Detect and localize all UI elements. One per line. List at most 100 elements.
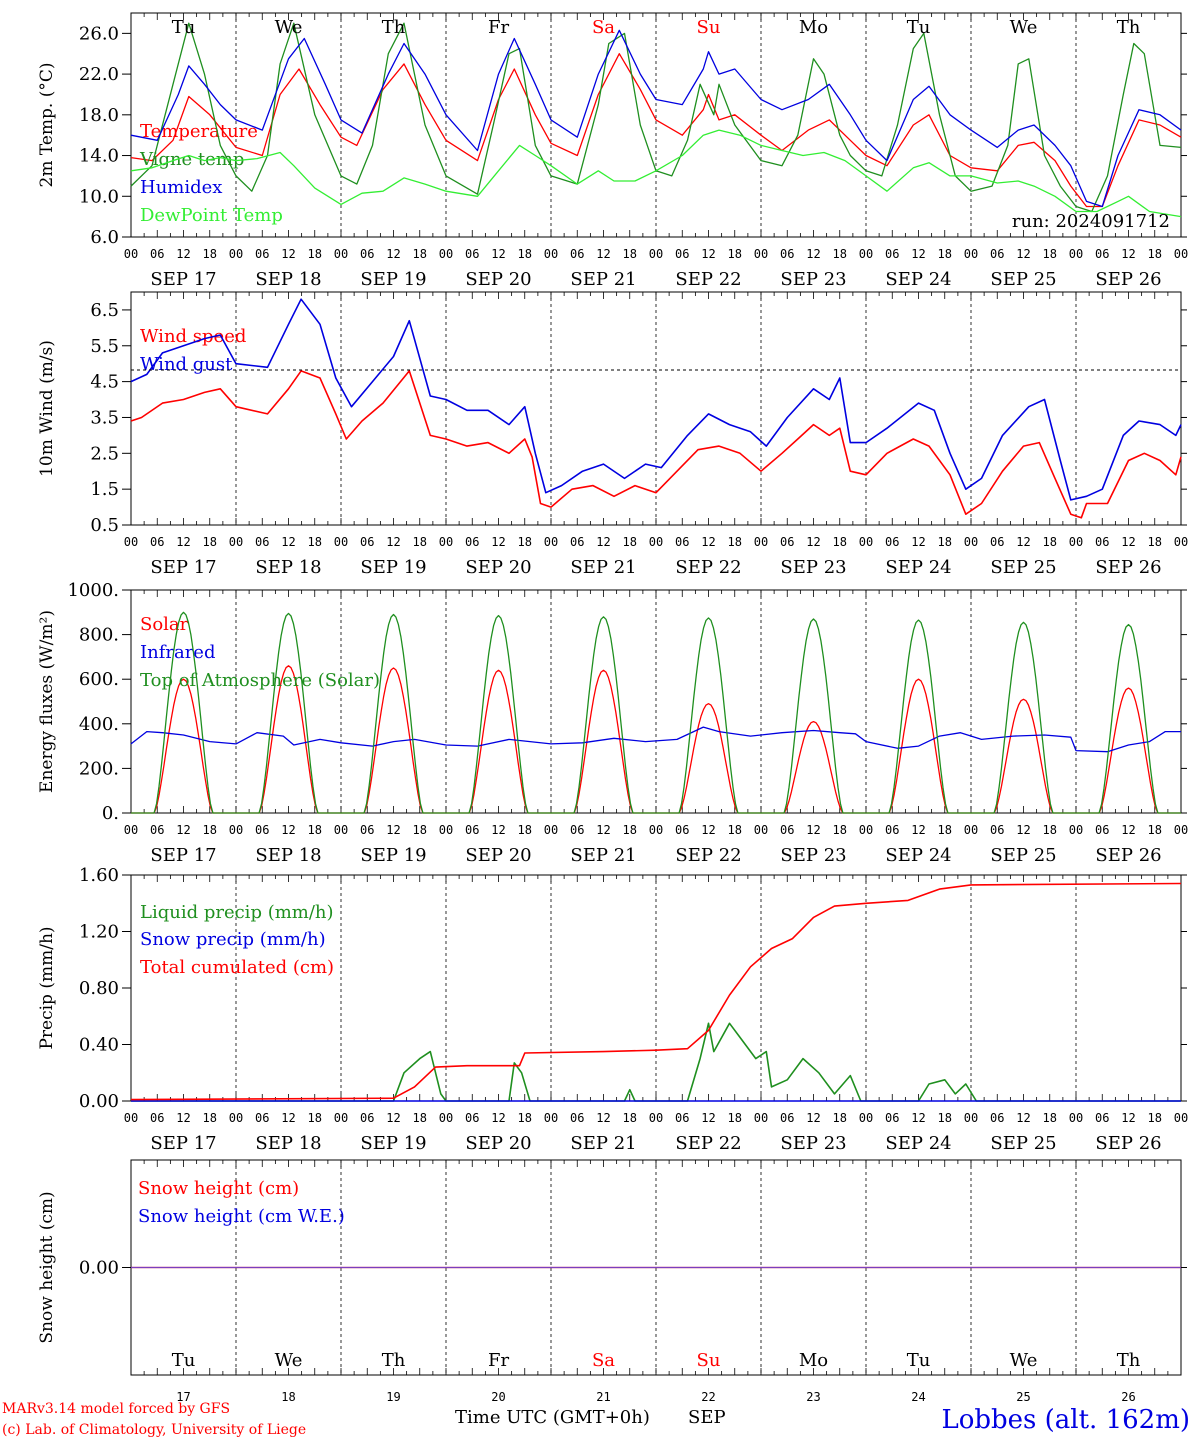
date-label: SEP 25 — [990, 269, 1056, 290]
hour-tick-label: 06 — [1095, 1111, 1109, 1125]
hour-tick-label: 18 — [623, 247, 637, 261]
hour-tick-label: 06 — [465, 535, 479, 549]
hour-tick-label: 12 — [911, 247, 925, 261]
hour-tick-label: 00 — [1069, 823, 1083, 837]
panel-1: 6.0 10.0 14.0 18.0 22.0 26.0 2m Temp. (°C) 00 06… — [37, 12, 1188, 290]
hour-tick-label: 12 — [701, 247, 715, 261]
hour-tick-label: 18 — [518, 247, 532, 261]
hour-tick-label: 12 — [281, 823, 295, 837]
weekday-label: Th — [382, 17, 406, 38]
date-label: SEP 23 — [780, 1133, 846, 1154]
y-tick-label: 1.5 — [90, 479, 119, 500]
hour-tick-label: 12 — [701, 823, 715, 837]
hour-tick-label: 00 — [1069, 1111, 1083, 1125]
hour-tick-label: 06 — [1095, 247, 1109, 261]
hour-tick-label: 00 — [754, 247, 768, 261]
day-number-label: 18 — [281, 1390, 295, 1404]
day-number-label: 20 — [491, 1390, 505, 1404]
hour-tick-label: 12 — [1016, 1111, 1030, 1125]
weekday-label: Mo — [799, 17, 828, 38]
hour-tick-label: 12 — [281, 535, 295, 549]
date-label: SEP 26 — [1095, 845, 1161, 866]
hour-tick-label: 06 — [675, 247, 689, 261]
weekday-label: Fr — [488, 17, 509, 38]
hour-tick-label: 12 — [701, 535, 715, 549]
hour-tick-label: 00 — [334, 1111, 348, 1125]
date-label: SEP 21 — [570, 557, 636, 578]
hour-tick-label: 06 — [990, 535, 1004, 549]
y-tick-label: 0.80 — [79, 978, 119, 999]
y-tick-label: 0.40 — [79, 1035, 119, 1056]
hour-tick-label: 12 — [386, 823, 400, 837]
y-axis-label: Snow height (cm) — [37, 1191, 57, 1343]
hour-tick-label: 12 — [806, 535, 820, 549]
y-tick-label: 14.0 — [79, 146, 119, 167]
hour-tick-label: 00 — [544, 247, 558, 261]
legend-label: Humidex — [140, 177, 222, 198]
hour-tick-label: 06 — [150, 823, 164, 837]
legend-label: Snow height (cm) — [138, 1178, 299, 1199]
date-label: SEP 21 — [570, 845, 636, 866]
series-line — [130, 29, 1182, 208]
hour-tick-label: 18 — [308, 1111, 322, 1125]
hour-tick-label: 00 — [1174, 535, 1188, 549]
series-line — [130, 129, 1182, 218]
day-number-label: 17 — [176, 1390, 190, 1404]
weekday-label: Th — [1117, 17, 1141, 38]
date-label: SEP 23 — [780, 269, 846, 290]
date-label: SEP 19 — [360, 557, 426, 578]
date-label: SEP 19 — [360, 269, 426, 290]
hour-tick-label: 00 — [859, 823, 873, 837]
hour-tick-label: 12 — [491, 247, 505, 261]
run-label: run: 2024091712 — [1012, 211, 1170, 232]
hour-tick-label: 06 — [1095, 535, 1109, 549]
y-tick-label: 1.60 — [79, 865, 119, 886]
hour-tick-label: 06 — [885, 535, 899, 549]
date-label: SEP 19 — [360, 1133, 426, 1154]
weekday-label: Mo — [799, 1350, 828, 1371]
hour-tick-label: 18 — [203, 823, 217, 837]
hour-tick-label: 18 — [1148, 247, 1162, 261]
hour-tick-label: 12 — [176, 823, 190, 837]
weekday-label: Tu — [172, 1350, 196, 1371]
y-tick-label: 10.0 — [79, 186, 119, 207]
hour-tick-label: 00 — [229, 823, 243, 837]
y-tick-label: 400. — [79, 714, 119, 735]
hour-tick-label: 00 — [859, 247, 873, 261]
hour-tick-label: 18 — [308, 247, 322, 261]
legend-label: Vigne temp — [139, 149, 244, 170]
hour-tick-label: 18 — [413, 823, 427, 837]
x-axis-label: Time UTC (GMT+0h) — [455, 1407, 650, 1428]
day-number-label: 25 — [1016, 1390, 1030, 1404]
y-tick-label: 1.20 — [79, 922, 119, 943]
hour-tick-label: 06 — [255, 1111, 269, 1125]
series-line — [131, 611, 1181, 814]
date-label: SEP 20 — [465, 1133, 531, 1154]
y-tick-label: 0. — [102, 803, 119, 824]
weekday-label: Sa — [592, 17, 615, 38]
hour-tick-label: 06 — [255, 247, 269, 261]
hour-tick-label: 18 — [413, 1111, 427, 1125]
hour-tick-label: 18 — [413, 535, 427, 549]
day-number-label: 19 — [386, 1390, 400, 1404]
hour-tick-label: 12 — [386, 247, 400, 261]
date-label: SEP 25 — [990, 845, 1056, 866]
legend-label: Liquid precip (mm/h) — [140, 902, 334, 923]
hour-tick-label: 18 — [518, 823, 532, 837]
hour-tick-label: 06 — [885, 1111, 899, 1125]
y-tick-label: 26.0 — [79, 23, 119, 44]
hour-tick-label: 18 — [938, 823, 952, 837]
hour-tick-label: 18 — [1043, 1111, 1057, 1125]
hour-tick-label: 12 — [491, 823, 505, 837]
hour-tick-label: 06 — [675, 535, 689, 549]
hour-tick-label: 12 — [806, 247, 820, 261]
hour-tick-label: 12 — [1016, 823, 1030, 837]
hour-tick-label: 06 — [465, 1111, 479, 1125]
hour-tick-label: 12 — [281, 1111, 295, 1125]
series-line — [131, 1022, 1181, 1102]
hour-tick-label: 18 — [623, 823, 637, 837]
weekday-label: We — [275, 17, 303, 38]
hour-tick-label: 06 — [1095, 823, 1109, 837]
hour-tick-label: 06 — [780, 535, 794, 549]
hour-tick-label: 06 — [360, 823, 374, 837]
